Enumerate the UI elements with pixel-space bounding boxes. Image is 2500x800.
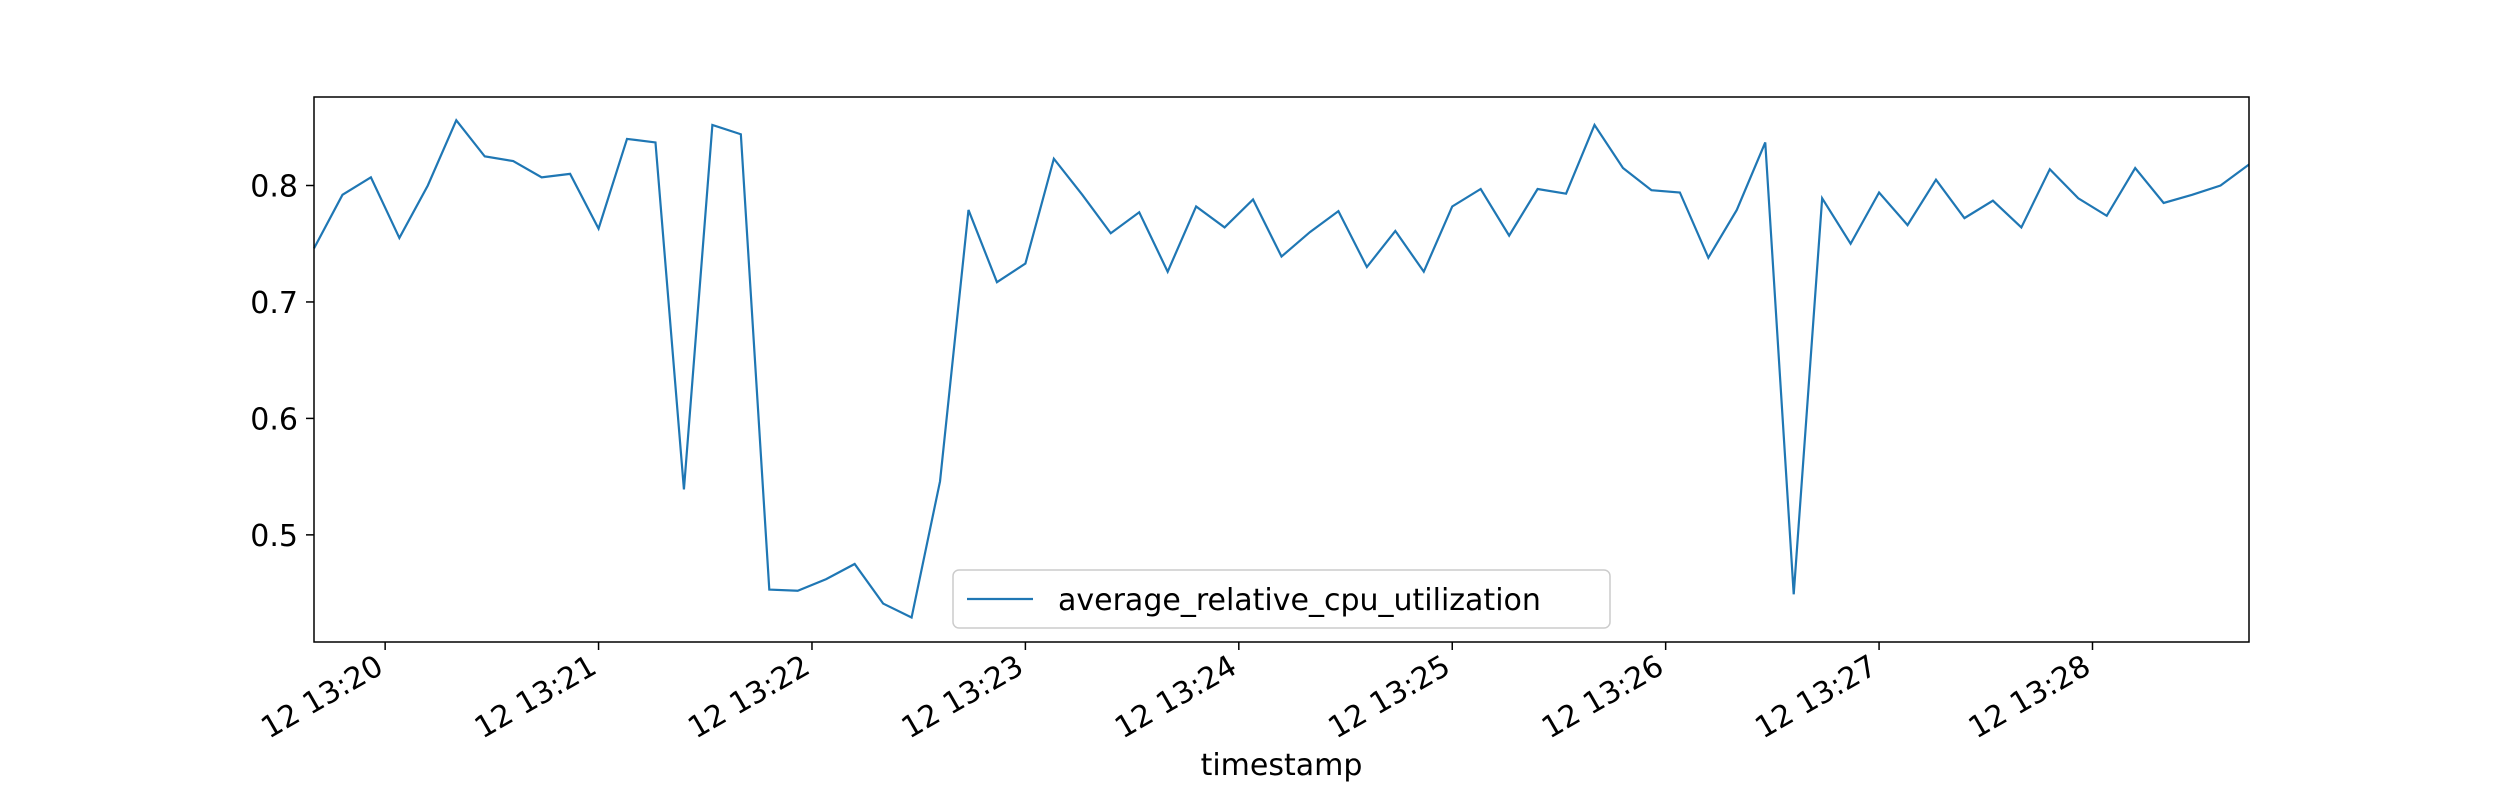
legend-box — [952, 569, 1611, 629]
y-tick-label: 0.6 — [250, 402, 298, 437]
legend-label: average_relative_cpu_utilization — [1058, 583, 1541, 618]
plot-frame — [313, 96, 2250, 643]
x-axis-label: timestamp — [1201, 748, 1363, 783]
y-tick-label: 0.8 — [250, 170, 298, 205]
data-line — [313, 118, 2250, 620]
y-tick-label: 0.7 — [250, 286, 298, 321]
y-tick-label: 0.5 — [250, 519, 298, 554]
